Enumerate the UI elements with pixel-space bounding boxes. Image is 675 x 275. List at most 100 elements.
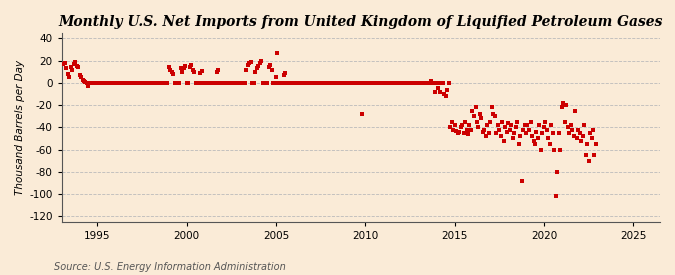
Point (543, 136, 554, 141)
Point (446, 120, 457, 124)
Point (372, 81, 383, 85)
Point (93, 81, 104, 85)
Point (462, 132, 473, 136)
Point (479, 127, 490, 132)
Point (565, 123, 576, 127)
Point (330, 81, 341, 85)
Point (315, 81, 326, 85)
Point (329, 81, 340, 85)
Point (257, 81, 268, 85)
Point (491, 131, 502, 135)
Point (198, 81, 209, 85)
Point (580, 153, 591, 157)
Point (554, 131, 564, 135)
Y-axis label: Thousand Barrels per Day: Thousand Barrels per Day (15, 60, 25, 195)
Point (350, 81, 360, 85)
Point (451, 128, 462, 133)
Point (389, 81, 400, 85)
Point (111, 81, 122, 85)
Point (393, 81, 404, 85)
Point (344, 81, 354, 85)
Point (574, 131, 585, 135)
Point (341, 81, 352, 85)
Point (494, 127, 505, 132)
Point (229, 81, 240, 85)
Point (84, 81, 95, 85)
Point (252, 64, 263, 68)
Point (524, 127, 535, 132)
Point (500, 125, 510, 130)
Point (399, 81, 410, 85)
Point (571, 136, 582, 141)
Point (388, 81, 399, 85)
Point (279, 71, 290, 75)
Point (366, 81, 377, 85)
Point (303, 81, 314, 85)
Point (186, 63, 196, 67)
Point (364, 81, 375, 85)
Point (190, 81, 201, 85)
Point (506, 123, 516, 127)
Point (90, 81, 101, 85)
Point (489, 114, 500, 119)
Point (466, 127, 477, 132)
Point (356, 81, 367, 85)
Point (77, 77, 88, 82)
Point (103, 81, 113, 85)
Point (98, 81, 109, 85)
Point (266, 67, 277, 72)
Point (207, 81, 217, 85)
Point (540, 120, 551, 124)
Point (414, 81, 425, 85)
Point (424, 81, 435, 85)
Point (220, 81, 231, 85)
Point (495, 134, 506, 138)
Point (153, 81, 164, 85)
Point (213, 67, 223, 72)
Point (302, 81, 313, 85)
Point (537, 131, 548, 135)
Point (510, 125, 521, 130)
Point (310, 81, 321, 85)
Point (431, 81, 442, 85)
Point (298, 81, 308, 85)
Point (117, 81, 128, 85)
Point (226, 81, 237, 85)
Point (245, 60, 256, 64)
Point (502, 130, 512, 134)
Point (339, 81, 350, 85)
Point (109, 81, 119, 85)
Point (561, 103, 572, 107)
Point (283, 81, 294, 85)
Point (241, 67, 252, 72)
Point (250, 70, 261, 74)
Point (78, 78, 89, 83)
Point (421, 81, 432, 85)
Point (516, 178, 527, 183)
Point (65, 65, 76, 70)
Point (88, 81, 99, 85)
Point (468, 114, 479, 119)
Point (86, 81, 97, 85)
Point (418, 81, 429, 85)
Point (189, 70, 200, 74)
Point (360, 81, 371, 85)
Point (488, 112, 499, 116)
Point (265, 63, 275, 67)
Point (124, 81, 134, 85)
Point (131, 81, 142, 85)
Point (498, 138, 509, 143)
Point (423, 81, 433, 85)
Point (273, 81, 284, 85)
Point (288, 81, 299, 85)
Point (515, 134, 526, 138)
Point (475, 112, 485, 116)
Point (404, 81, 415, 85)
Point (533, 136, 543, 141)
Point (71, 64, 82, 68)
Point (525, 120, 536, 124)
Point (555, 147, 566, 152)
Point (443, 81, 454, 85)
Point (211, 70, 222, 74)
Point (136, 81, 147, 85)
